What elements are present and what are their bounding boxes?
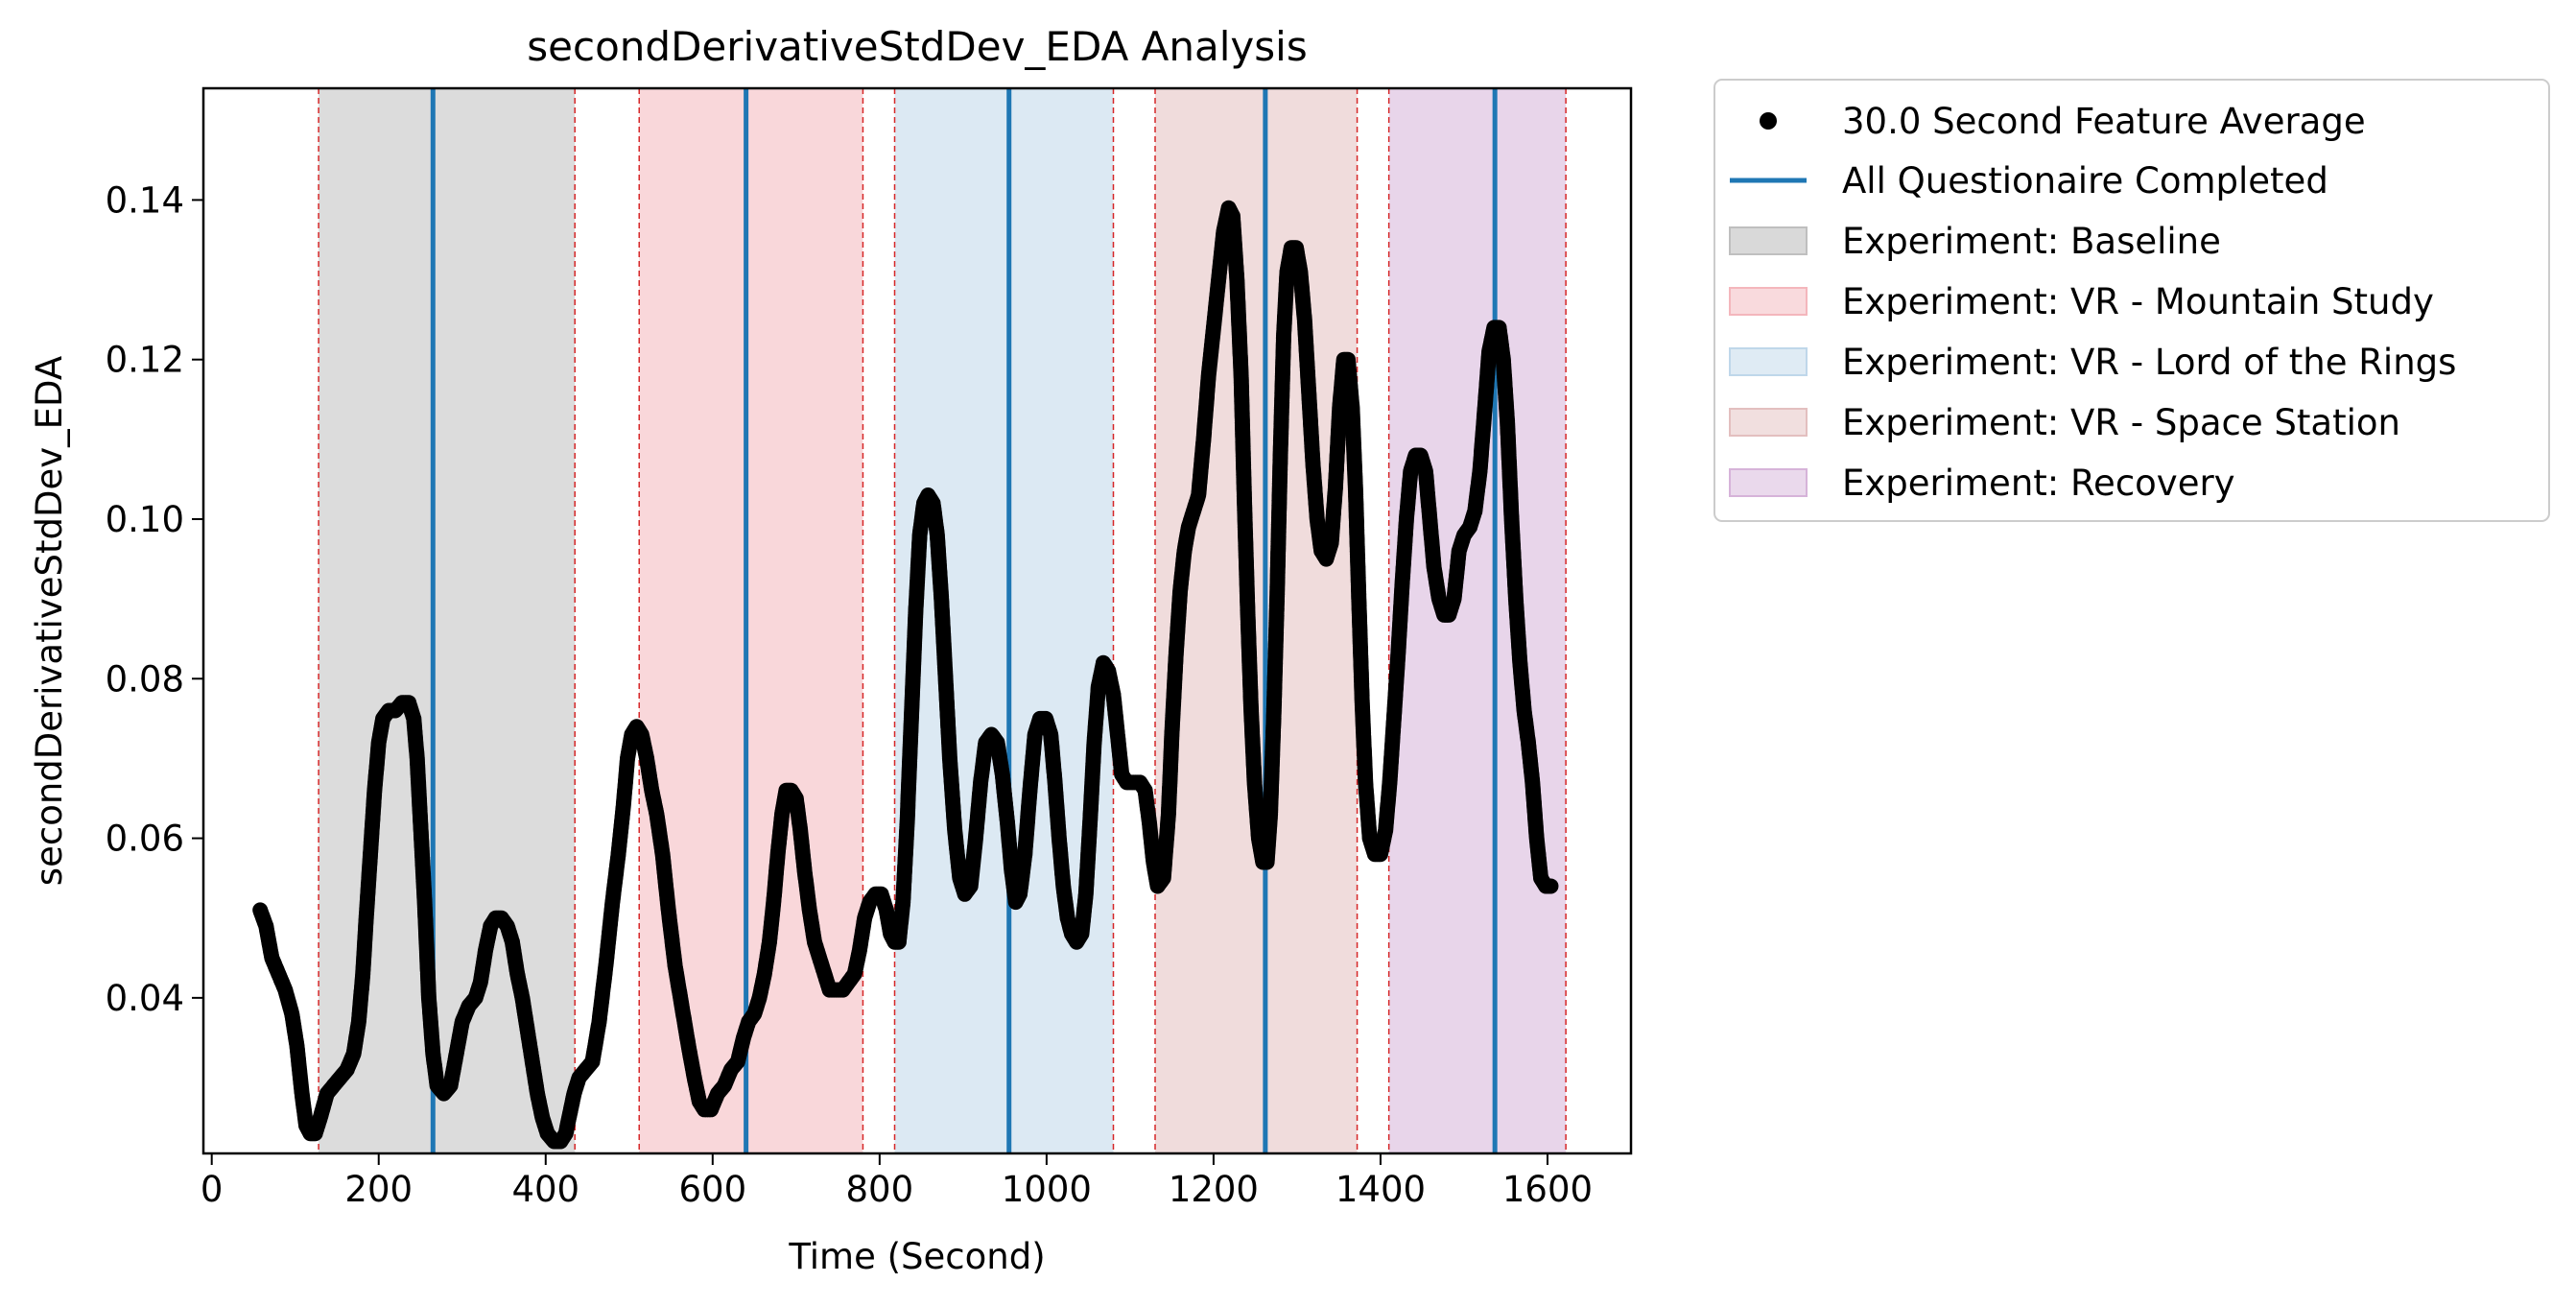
x-tick-label: 1400 bbox=[1335, 1169, 1426, 1210]
legend-item-recovery: Experiment: Recovery bbox=[1729, 463, 2235, 504]
chart-title: secondDerivativeStdDev_EDA Analysis bbox=[527, 23, 1307, 70]
legend-item-feature: 30.0 Second Feature Average bbox=[1760, 101, 2366, 142]
legend-label-space-station: Experiment: VR - Space Station bbox=[1842, 402, 2400, 443]
legend-label-lord-of-the-rings: Experiment: VR - Lord of the Rings bbox=[1842, 342, 2456, 383]
legend-item-lord-of-the-rings: Experiment: VR - Lord of the Rings bbox=[1729, 342, 2456, 383]
legend-swatch-lord-of-the-rings bbox=[1729, 347, 1808, 376]
x-tick-label: 0 bbox=[201, 1169, 224, 1210]
legend-marker-feature bbox=[1760, 112, 1777, 130]
feature-point bbox=[1543, 878, 1559, 894]
legend-label-questionnaire: All Questionaire Completed bbox=[1842, 160, 2328, 202]
legend-swatch-mountain-study bbox=[1729, 287, 1808, 316]
legend-label-mountain-study: Experiment: VR - Mountain Study bbox=[1842, 281, 2434, 322]
legend-item-mountain-study: Experiment: VR - Mountain Study bbox=[1729, 281, 2434, 322]
phase-band-vr-space-station bbox=[1155, 88, 1358, 1153]
legend-label-feature: 30.0 Second Feature Average bbox=[1842, 101, 2366, 142]
x-tick-label: 400 bbox=[511, 1169, 579, 1210]
legend-item-questionnaire: All Questionaire Completed bbox=[1730, 160, 2328, 202]
phase-boundaries bbox=[318, 88, 1567, 1153]
y-axis-ticks: 0.04 0.06 0.08 0.10 0.12 0.14 bbox=[106, 179, 203, 1019]
phase-band-recovery bbox=[1388, 88, 1567, 1153]
feature-points bbox=[252, 200, 1559, 1150]
x-axis-ticks: 0 200 400 600 800 1000 1200 1400 1600 bbox=[201, 1153, 1593, 1210]
y-tick-label: 0.08 bbox=[106, 658, 184, 700]
legend-item-space-station: Experiment: VR - Space Station bbox=[1729, 402, 2400, 443]
legend-swatch-recovery bbox=[1729, 468, 1808, 497]
y-tick-label: 0.12 bbox=[106, 340, 184, 381]
y-tick-label: 0.10 bbox=[106, 499, 184, 540]
y-tick-label: 0.06 bbox=[106, 819, 184, 860]
plot-frame bbox=[201, 86, 1633, 1155]
legend-frame bbox=[1713, 79, 2550, 522]
legend-item-baseline: Experiment: Baseline bbox=[1729, 221, 2221, 262]
legend-swatch-space-station bbox=[1729, 408, 1808, 437]
legend-label-baseline: Experiment: Baseline bbox=[1842, 221, 2221, 262]
y-tick-label: 0.14 bbox=[106, 179, 184, 221]
x-tick-label: 200 bbox=[344, 1169, 413, 1210]
x-tick-label: 1200 bbox=[1169, 1169, 1259, 1210]
x-tick-label: 1600 bbox=[1502, 1169, 1593, 1210]
x-tick-label: 600 bbox=[678, 1169, 746, 1210]
legend: 30.0 Second Feature Average All Question… bbox=[1713, 79, 2550, 522]
y-tick-label: 0.04 bbox=[106, 978, 184, 1019]
legend-label-recovery: Experiment: Recovery bbox=[1842, 463, 2235, 504]
phase-bands bbox=[319, 88, 1567, 1153]
x-axis-label: Time (Second) bbox=[788, 1236, 1045, 1277]
x-tick-label: 1000 bbox=[1002, 1169, 1092, 1210]
x-tick-label: 800 bbox=[846, 1169, 914, 1210]
phase-band-vr-lord-of-the-rings bbox=[894, 88, 1114, 1153]
y-axis-label: secondDerivativeStdDev_EDA bbox=[29, 356, 70, 886]
legend-swatch-baseline bbox=[1729, 226, 1808, 255]
